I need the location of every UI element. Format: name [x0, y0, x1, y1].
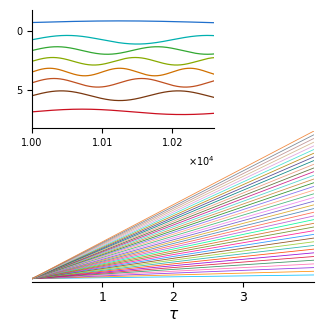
X-axis label: τ: τ [168, 307, 177, 320]
Text: $\times10^4$: $\times10^4$ [188, 154, 214, 168]
